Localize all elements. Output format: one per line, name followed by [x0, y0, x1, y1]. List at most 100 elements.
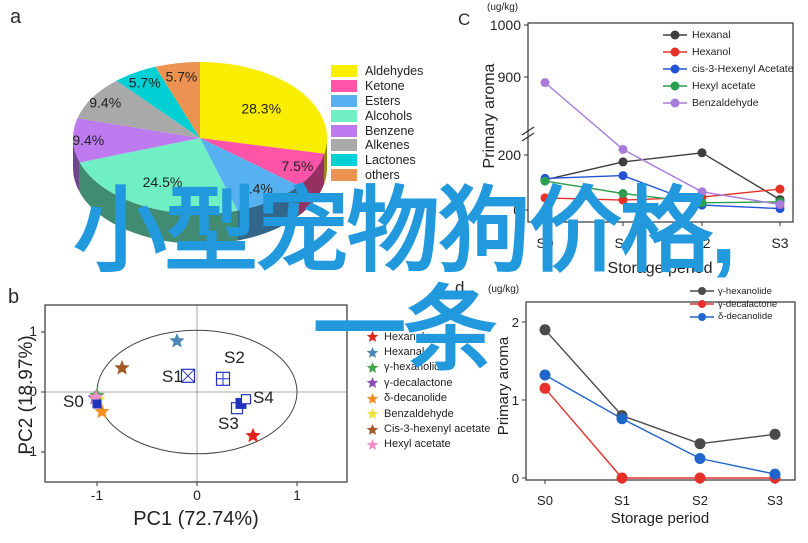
legend-label: γ-hexanolide [718, 285, 772, 297]
legend-label: Hexyl acetate [384, 438, 451, 451]
line-marker-icon [663, 98, 687, 107]
data-point-γ-hexanolide [694, 438, 706, 450]
legend-item-δ-decanolide: δ-decanolide [690, 311, 777, 324]
panel-c-xlabel: Storage period [607, 260, 713, 277]
data-point-δ-decanolide [769, 468, 781, 480]
data-point-cis-3-Hexenyl Acetate [618, 171, 628, 181]
legend-item-Benzaldehyde: Benzaldehyde [663, 94, 794, 111]
x-tick-label: S2 [693, 235, 710, 251]
legend-label: Hexanal [692, 28, 731, 41]
axis-break [521, 126, 535, 136]
legend-label: others [365, 167, 400, 182]
loading-star-Cis-3-hexenyl acetate [114, 360, 130, 375]
x-tick-label: S3 [771, 235, 788, 251]
panel-c-label: C [458, 10, 471, 29]
line-marker-icon [663, 64, 687, 73]
legend-item-cis-3-Hexenyl Acetate: cis-3-Hexenyl Acetate [663, 60, 794, 77]
pie-slice-side-Aldehydes [324, 138, 327, 184]
legend-item-Cis-3-hexenyl acetate: Cis-3-hexenyl acetate [366, 421, 490, 436]
panel-b-label: b [8, 286, 20, 308]
legend-label: δ-decanolide [718, 311, 773, 323]
line-chart-primary-aroma-1: 0 200 900 1000 S0 S1 S2 S3 [490, 17, 794, 251]
series-line-Benzaldehyde [544, 82, 781, 206]
pie-slice-side-Ketone [298, 153, 325, 216]
y-tick-label: 1000 [490, 17, 521, 33]
panel-c-unit: (ug/kg) [487, 2, 519, 13]
axis-break [521, 132, 535, 142]
score-marker-cross [181, 368, 195, 383]
x-tick-label: -1 [91, 487, 104, 503]
legend-label: γ-decalactone [384, 376, 453, 389]
point-label-S3: S3 [218, 414, 239, 433]
pie-label-Alcohols: 24.5% [143, 174, 183, 190]
panel-d-xlabel: Storage period [610, 510, 710, 527]
x-tick-label: S1 [614, 493, 630, 508]
legend-label: γ-decalactone [718, 298, 778, 310]
legend-item-Benzaldehyde: Benzaldehyde [366, 406, 490, 421]
data-point-Hexanal [697, 148, 707, 158]
pca-scatter-chart: -1 0 1 1 0 -1 S0 S1 S2 S3 S4 [25, 304, 348, 503]
y-tick-label: 1 [29, 323, 37, 339]
loading-star-Hexanol [245, 427, 261, 443]
line-marker-icon [690, 312, 714, 321]
legend-swatch-Aldehydes [331, 65, 357, 78]
series-line-γ-decalactone [544, 387, 775, 479]
pie-label-Aldehydes: 28.3% [241, 100, 281, 116]
panel-c-legend: Hexanal Hexanol cis-3-Hexenyl Acetate Hexyl… [663, 26, 794, 111]
panel-d-legend: γ-hexanolide γ-decalactone δ-decanolide [690, 285, 777, 323]
pie-label-Ketone: 7.5% [281, 158, 313, 174]
y-tick-label: 0 [512, 471, 519, 486]
legend-item-Hexyl acetate: Hexyl acetate [366, 437, 490, 452]
series-line-δ-decanolide [544, 374, 776, 475]
legend-swatch-Lactones [331, 154, 357, 167]
data-point-Hexyl acetate [618, 189, 628, 198]
legend-item-Hexanal: Hexanal [366, 344, 490, 359]
pie-slice-Aldehydes [200, 62, 327, 154]
pie-slice-Lactones [116, 66, 200, 138]
legend-item-Esters: Esters [331, 94, 423, 109]
y-tick-label: 0 [513, 202, 521, 218]
pie-legend: Aldehydes Ketone Esters Alcohols Benzene Alke… [331, 64, 423, 182]
series-line-γ-hexanolide [544, 329, 776, 445]
data-point-Hexanol [618, 195, 628, 205]
star-icon [366, 392, 379, 404]
line-marker-icon [663, 81, 687, 90]
data-point-Hexyl acetate [697, 198, 707, 208]
legend-item-γ-decalactone: γ-decalactone [366, 375, 490, 390]
pie-slice-side-Alcohols [79, 162, 238, 244]
panel-b-legend: Hexanol Hexanal γ-hexanolide γ-decalactone δ… [366, 329, 490, 452]
pie-label-Lactones: 5.7% [129, 75, 161, 91]
y-tick-label: 2 [512, 315, 519, 330]
legend-label: Alcohols [365, 108, 413, 123]
x-tick-label: S1 [614, 235, 631, 251]
star-icon [366, 377, 379, 389]
x-tick-label: 1 [293, 487, 301, 503]
pie-slice-others [155, 61, 200, 138]
pie-slice-side-Benzene [73, 138, 80, 193]
legend-label: Hexanol [692, 45, 731, 58]
legend-item-others: others [331, 168, 423, 183]
line-marker-icon [690, 300, 714, 309]
legend-swatch-Esters [331, 94, 357, 107]
pie-chart: 28.3% 7.5% 9.4% 24.5% 9.4% 9.4% 5.7% 5.7% [72, 61, 327, 244]
series-line-cis-3-Hexenyl Acetate [544, 174, 781, 210]
data-point-δ-decanolide [539, 369, 551, 381]
legend-label: δ-decanolide [384, 392, 447, 405]
x-tick-label: 0 [193, 487, 201, 503]
legend-item-Lactones: Lactones [331, 153, 423, 168]
legend-item-Hexyl acetate: Hexyl acetate [663, 77, 794, 94]
line-marker-icon [663, 30, 687, 39]
legend-swatch-Alcohols [331, 109, 357, 122]
data-point-γ-decalactone [616, 472, 628, 484]
score-marker [240, 394, 252, 405]
legend-label: Alkenes [365, 138, 410, 153]
star-icon [366, 438, 379, 450]
legend-label: Hexanal [384, 346, 425, 359]
legend-item-Benzene: Benzene [331, 123, 423, 138]
star-icon [366, 361, 379, 373]
x-tick-label: S0 [537, 493, 553, 508]
plot-box [527, 22, 794, 223]
series-line-Hexyl acetate [544, 180, 781, 204]
x-tick-label: S2 [692, 493, 708, 508]
legend-label: Benzene [365, 123, 415, 138]
